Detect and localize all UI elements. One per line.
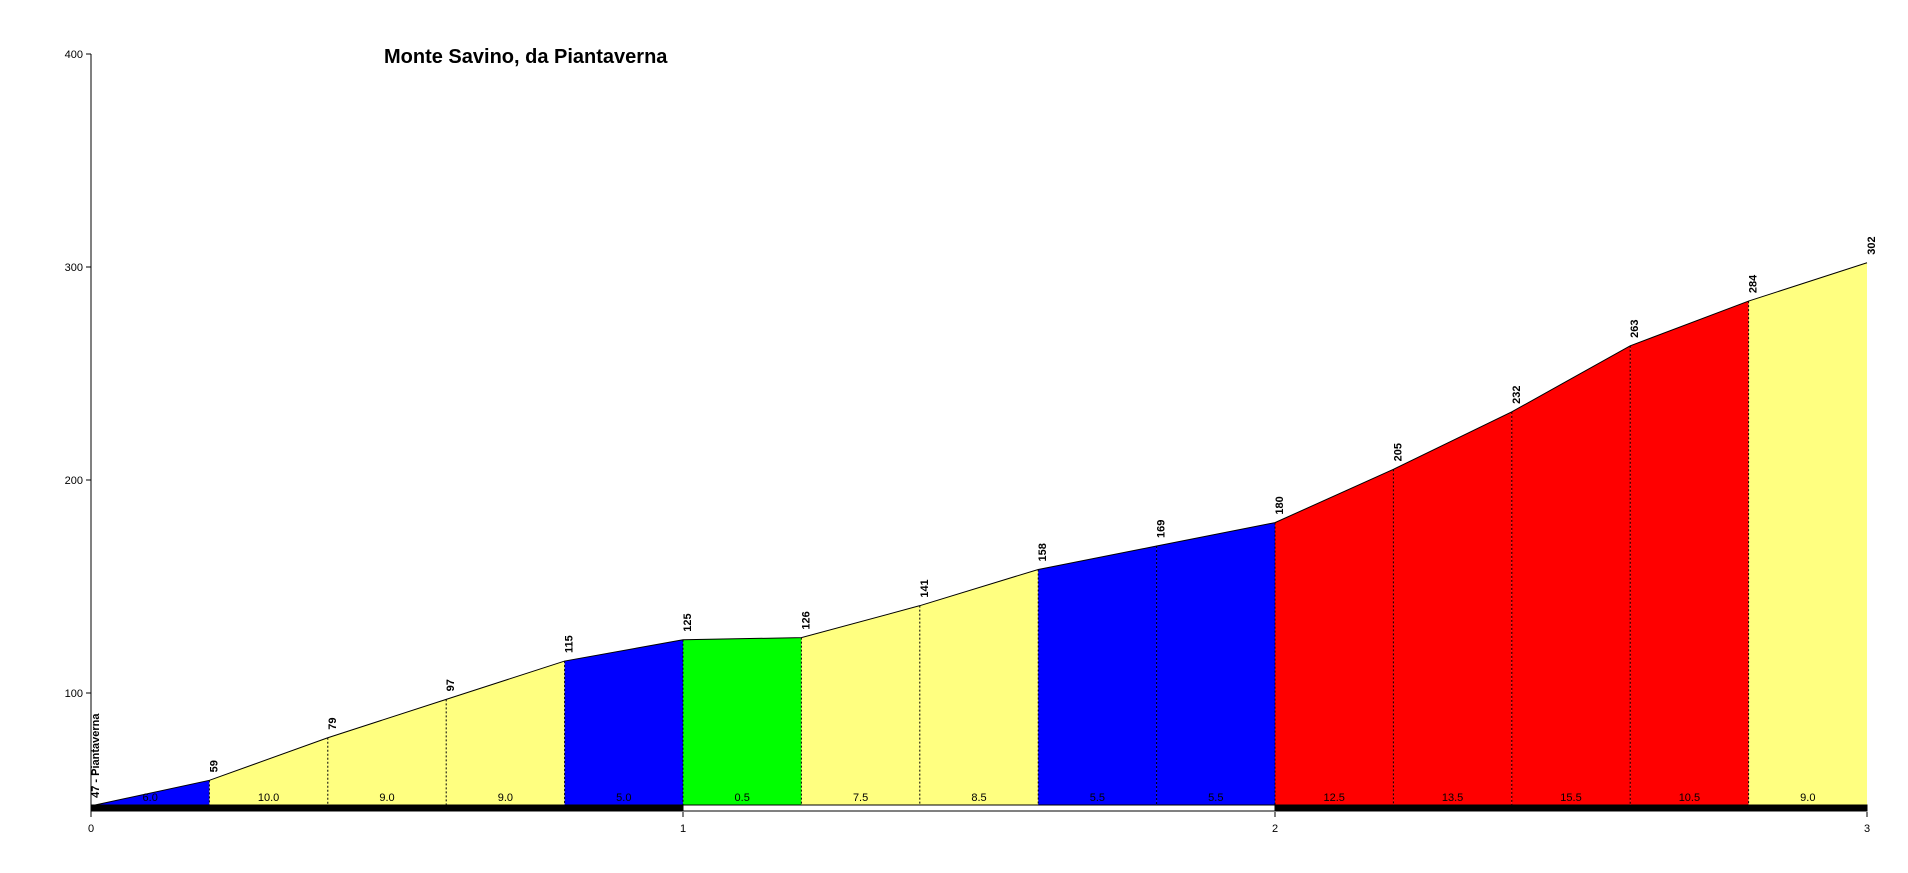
elevation-label-0: 47 - Piantaverna xyxy=(90,713,102,798)
km-bar-1 xyxy=(682,804,1276,812)
gradient-label-9: 5.5 xyxy=(1208,792,1223,804)
profile-line xyxy=(90,262,1868,807)
x-tick-label-2: 2 xyxy=(1272,823,1278,835)
x-tick-label-0: 0 xyxy=(88,823,94,835)
segment-fill-1 xyxy=(209,737,328,805)
elevation-label-5: 125 xyxy=(682,613,694,631)
segment-fill-5 xyxy=(683,637,802,805)
elevation-label-2: 79 xyxy=(327,717,339,729)
gradient-label-3: 9.0 xyxy=(498,792,513,804)
gradient-label-5: 0.5 xyxy=(735,792,750,804)
y-tick-label-200: 200 xyxy=(65,475,83,487)
axis-ticks: 100 200 300 400 0 1 2 3 xyxy=(65,49,1870,835)
elevation-label-4: 115 xyxy=(564,635,576,653)
gradient-label-13: 10.5 xyxy=(1679,792,1700,804)
elevation-label-1: 59 xyxy=(208,760,220,772)
segment-fill-13 xyxy=(1630,301,1749,805)
segment-dividers xyxy=(208,301,1750,805)
y-tick-label-400: 400 xyxy=(65,49,83,61)
profile-outline xyxy=(90,262,1868,807)
x-tick-label-3: 3 xyxy=(1864,823,1870,835)
elevation-label-9: 169 xyxy=(1156,520,1168,538)
km-bar-2 xyxy=(1274,804,1868,812)
elevation-label-12: 232 xyxy=(1511,385,1523,403)
segment-fill-7 xyxy=(919,569,1039,805)
gradient-label-4: 5.0 xyxy=(616,792,631,804)
segment-fill-14 xyxy=(1748,262,1867,805)
elevation-label-13: 263 xyxy=(1629,319,1641,337)
segment-fill-10 xyxy=(1275,469,1394,805)
elevation-label-10: 180 xyxy=(1274,496,1286,514)
elevation-label-7: 141 xyxy=(919,579,931,597)
gradient-label-7: 8.5 xyxy=(971,792,986,804)
segment-fill-3 xyxy=(446,661,565,805)
gradient-label-11: 13.5 xyxy=(1442,792,1463,804)
elevation-label-14: 284 xyxy=(1748,274,1760,293)
gradient-labels: 6.0 10.0 9.0 9.0 5.0 0.5 7.5 8.5 5.5 5.5 12.5 13.5 1… xyxy=(143,792,1816,804)
y-tick-label-100: 100 xyxy=(65,688,83,700)
gradient-label-8: 5.5 xyxy=(1090,792,1105,804)
gradient-label-10: 12.5 xyxy=(1323,792,1344,804)
elevation-labels: 47 - Piantaverna 59 79 97 115 125 126 141 158 169… xyxy=(90,236,1878,798)
gradient-label-2: 9.0 xyxy=(379,792,394,804)
km-bar-0 xyxy=(90,804,684,812)
elevation-label-11: 205 xyxy=(1392,443,1404,461)
gradient-label-12: 15.5 xyxy=(1560,792,1581,804)
segment-fill-12 xyxy=(1511,345,1631,805)
chart-title: Monte Savino, da Piantaverna xyxy=(384,46,668,68)
segment-fill-6 xyxy=(801,605,920,805)
gradient-label-6: 7.5 xyxy=(853,792,868,804)
elevation-label-8: 158 xyxy=(1037,543,1049,561)
segment-fill-8 xyxy=(1038,546,1157,805)
x-tick-label-1: 1 xyxy=(680,823,686,835)
elevation-label-6: 126 xyxy=(800,611,812,629)
gradient-segments xyxy=(91,262,1867,806)
gradient-label-0: 6.0 xyxy=(143,792,158,804)
segment-fill-4 xyxy=(564,639,683,805)
y-tick-label-300: 300 xyxy=(65,262,83,274)
segment-fill-2 xyxy=(327,699,447,805)
segment-fill-9 xyxy=(1156,522,1275,805)
gradient-label-14: 9.0 xyxy=(1800,792,1815,804)
segment-fill-11 xyxy=(1393,411,1512,805)
gradient-label-1: 10.0 xyxy=(258,792,279,804)
elevation-label-3: 97 xyxy=(445,679,457,691)
km-bar xyxy=(90,804,1868,812)
elevation-label-15: 302 xyxy=(1866,236,1878,254)
